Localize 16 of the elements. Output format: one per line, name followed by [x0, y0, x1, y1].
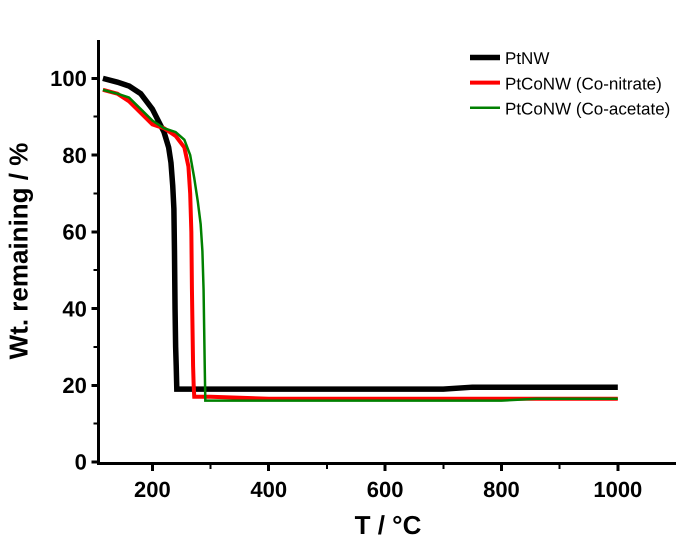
x-tick-label: 800 — [483, 477, 520, 502]
y-axis-title: Wt. remaining / % — [4, 142, 34, 360]
x-tick-label: 600 — [366, 477, 404, 502]
x-axis-title: T / °C — [354, 510, 422, 540]
x-tick-label: 400 — [250, 477, 288, 502]
x-tick-label: 200 — [134, 477, 171, 502]
legend-label: PtCoNW (Co-acetate) — [505, 99, 670, 118]
legend-label: PtNW — [505, 49, 550, 68]
legend-label: PtCoNW (Co-nitrate) — [505, 74, 662, 94]
y-tick-label: 0 — [74, 450, 87, 475]
y-tick-label: 100 — [50, 66, 87, 92]
y-tick-label: 20 — [62, 372, 87, 398]
y-tick-label: 60 — [62, 220, 87, 245]
x-tick-label: 1000 — [593, 477, 642, 502]
y-tick-label: 40 — [62, 296, 87, 322]
y-tick-label: 80 — [62, 142, 87, 168]
